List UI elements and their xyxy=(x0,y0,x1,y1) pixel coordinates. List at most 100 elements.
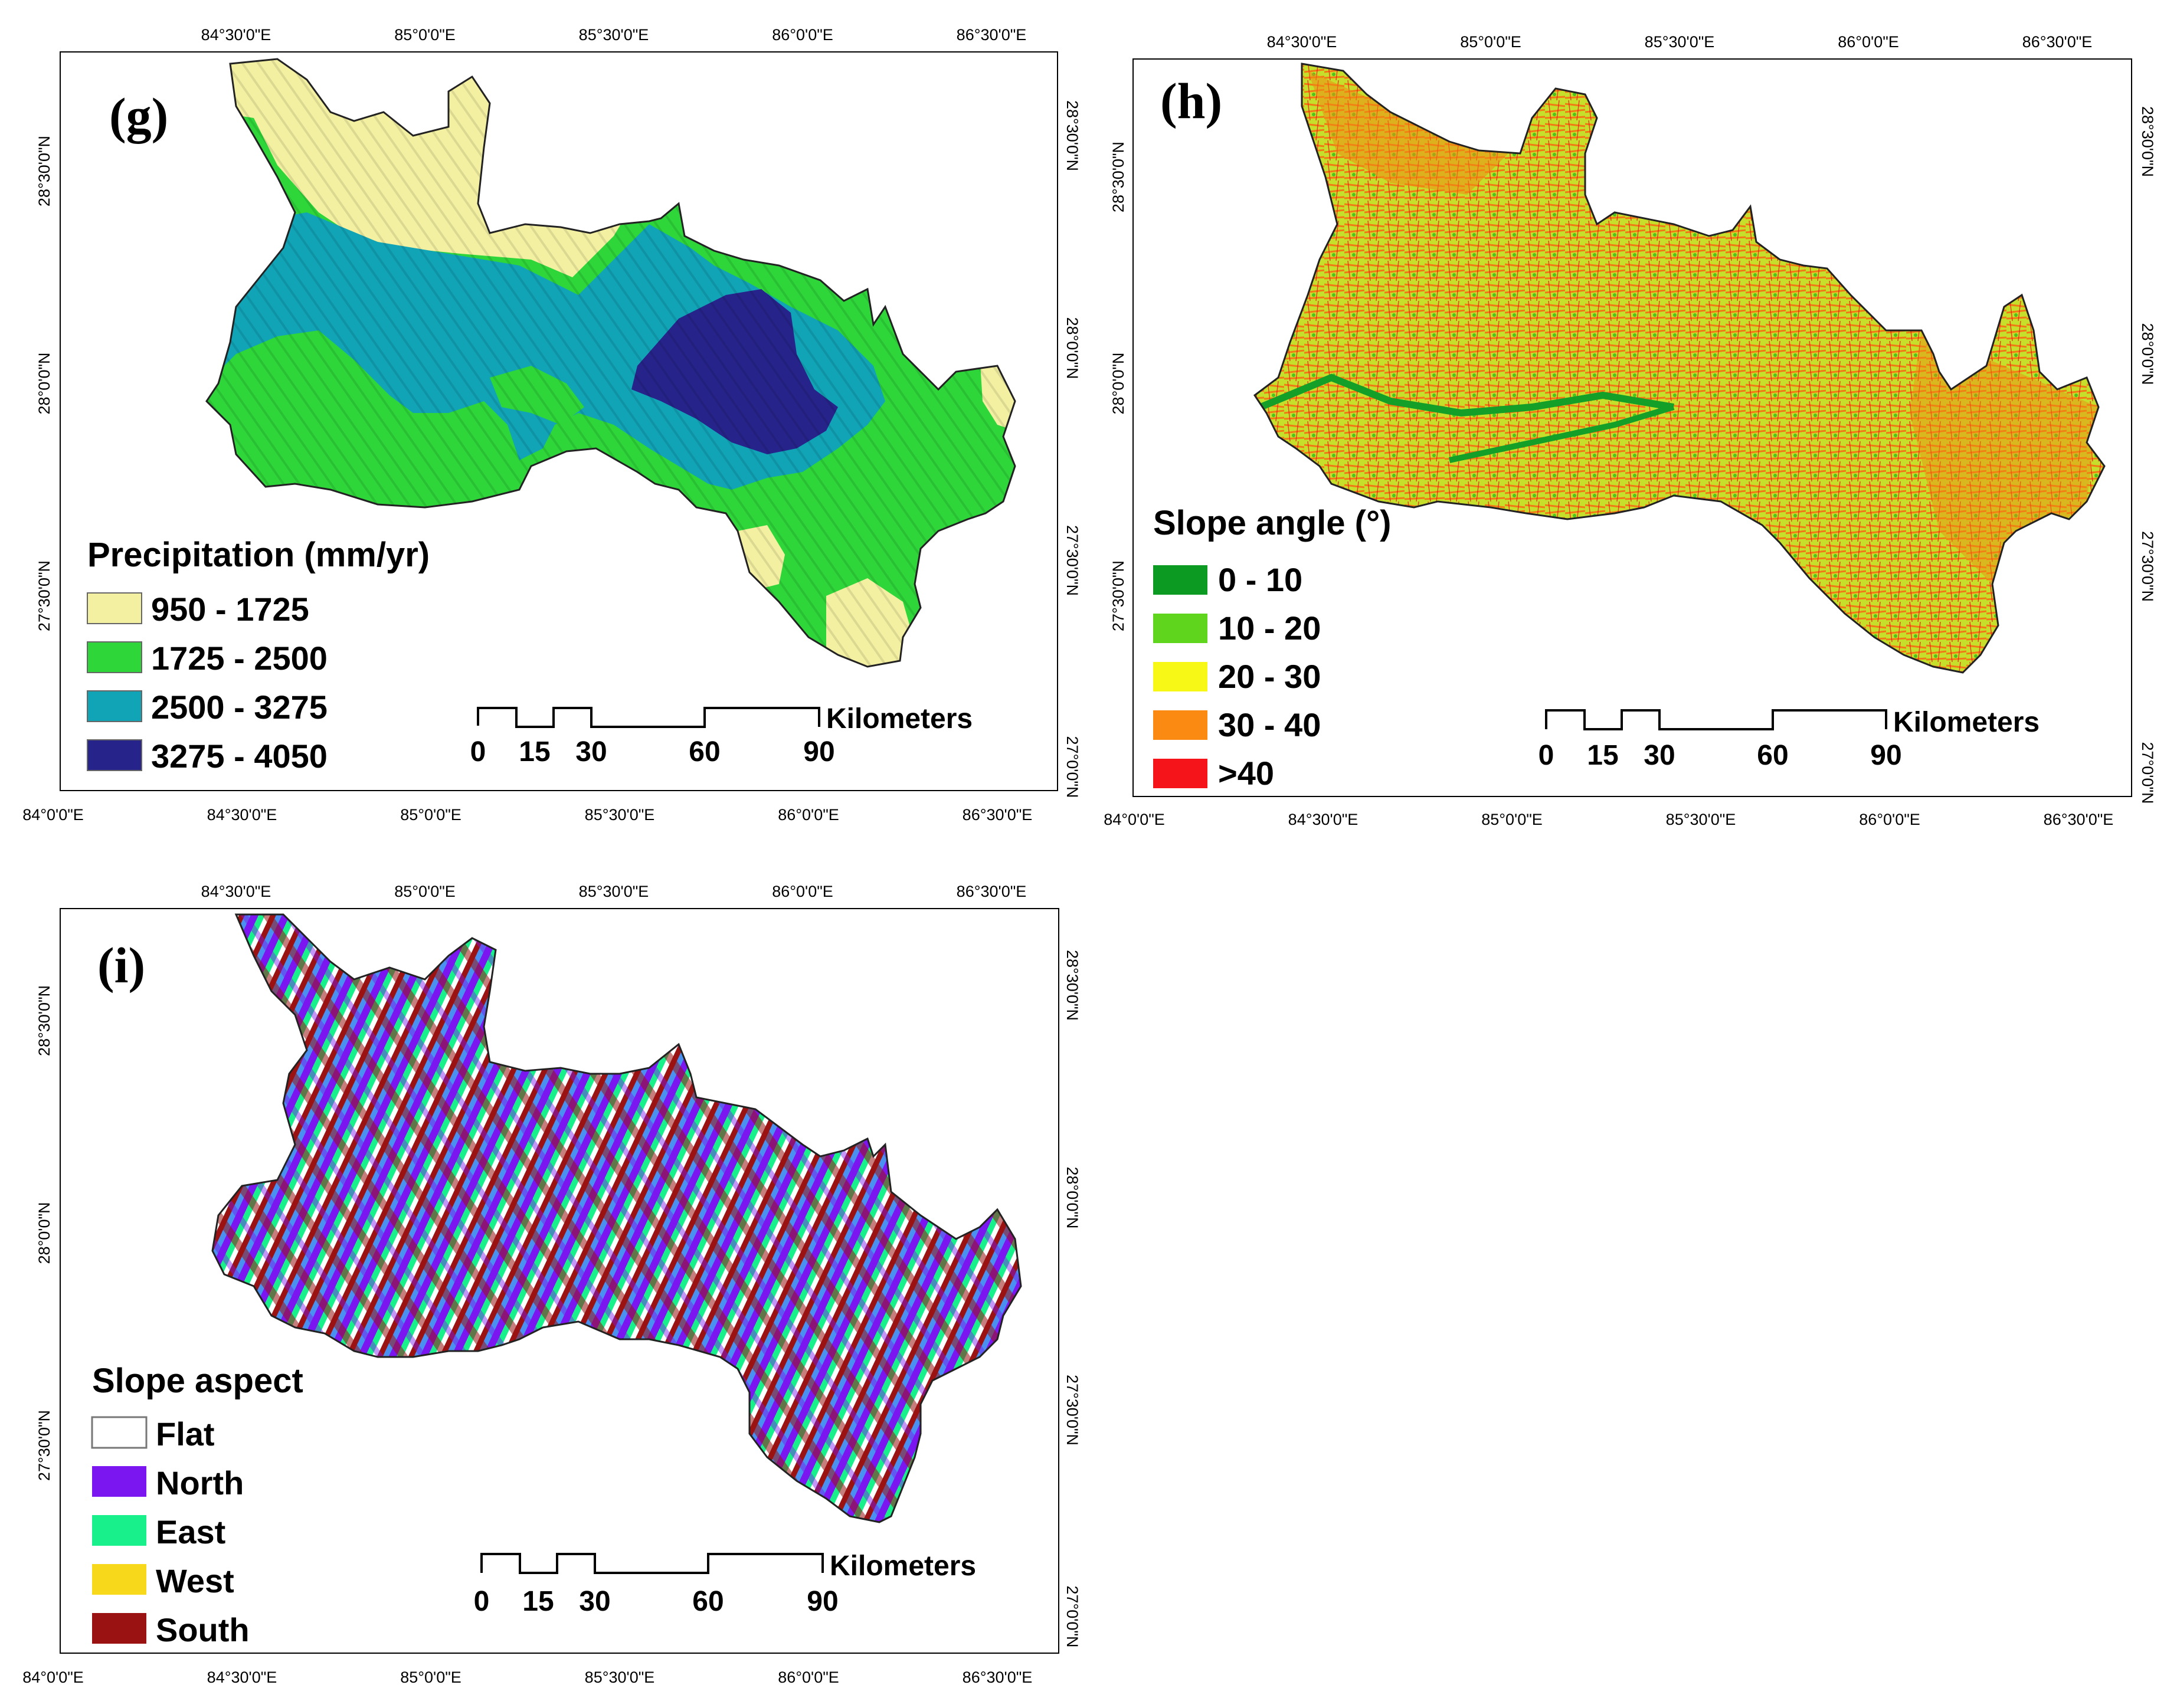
scale-label: 60 xyxy=(692,1586,724,1617)
panel-letter: (g) xyxy=(109,87,168,144)
tick-label: 27°30'0"N xyxy=(1063,1375,1081,1445)
tick-label: 86°30'0"E xyxy=(957,26,1027,44)
scale-unit: Kilometers xyxy=(830,1550,976,1582)
scale-bar: Kilometers 0 15 30 60 90 xyxy=(470,703,973,768)
slope-high-north xyxy=(1308,71,1508,195)
legend: Slope aspect Flat North East West South xyxy=(91,1362,303,1648)
tick-label: 28°30'0"N xyxy=(2139,106,2156,177)
tick-label: 27°0'0"N xyxy=(2139,742,2156,804)
tick-label: 28°30'0"N xyxy=(35,136,53,206)
legend-label: 30 - 40 xyxy=(1218,706,1321,743)
scale-bar: Kilometers 0 15 30 60 90 xyxy=(474,1550,976,1617)
tick-label: 85°30'0"E xyxy=(585,806,655,824)
scale-label: 15 xyxy=(522,1586,554,1617)
legend-swatch xyxy=(87,592,142,624)
tick-label: 86°30'0"E xyxy=(963,806,1033,824)
legend-swatch xyxy=(92,1564,146,1595)
legend-swatch xyxy=(1153,565,1207,595)
tick-label: 85°0'0"E xyxy=(1460,33,1521,51)
scale-unit: Kilometers xyxy=(826,703,973,735)
scale-unit: Kilometers xyxy=(1893,707,2040,738)
tick-label: 84°30'0"E xyxy=(1267,33,1337,51)
tick-label: 86°0'0"E xyxy=(778,1668,839,1686)
legend-label: 1725 - 2500 xyxy=(151,640,328,677)
tick-label: 85°0'0"E xyxy=(1481,811,1543,828)
panel-i-slope-aspect-map: 84°30'0"E 85°0'0"E 85°30'0"E 86°0'0"E 86… xyxy=(22,883,1081,1686)
scale-label: 60 xyxy=(1757,740,1788,771)
tick-label: 28°30'0"N xyxy=(1063,950,1081,1021)
legend-swatch xyxy=(1153,759,1207,788)
tick-label: 27°30'0"N xyxy=(35,1410,53,1481)
scale-label: 15 xyxy=(519,736,550,768)
tick-label: 28°0'0"N xyxy=(35,352,53,414)
tick-labels-bottom: 84°0'0"E 84°30'0"E 85°0'0"E 85°30'0"E 86… xyxy=(22,806,1032,824)
tick-label: 85°30'0"E xyxy=(1666,811,1736,828)
tick-label: 28°0'0"N xyxy=(1063,1166,1081,1228)
legend-label: 2500 - 3275 xyxy=(151,689,328,726)
tick-label: 85°30'0"E xyxy=(1645,33,1715,51)
tick-label: 85°0'0"E xyxy=(394,883,456,900)
tick-label: 28°30'0"N xyxy=(35,985,53,1056)
tick-label: 85°30'0"E xyxy=(579,26,649,44)
tick-labels-right: 28°30'0"N 28°0'0"N 27°30'0"N 27°0'0"N xyxy=(2139,106,2156,804)
tick-labels-bottom: 84°0'0"E 84°30'0"E 85°0'0"E 85°30'0"E 86… xyxy=(1104,811,2113,828)
panel-letter: (h) xyxy=(1160,73,1222,129)
tick-labels-top: 84°30'0"E 85°0'0"E 85°30'0"E 86°0'0"E 86… xyxy=(1267,33,2093,51)
legend: Precipitation (mm/yr) 950 - 1725 1725 - … xyxy=(87,536,430,775)
tick-label: 27°30'0"N xyxy=(2139,531,2156,602)
legend-swatch xyxy=(91,1416,148,1449)
tick-label: 84°30'0"E xyxy=(201,26,271,44)
legend-label: 10 - 20 xyxy=(1218,609,1321,647)
panel-letter: (i) xyxy=(97,937,145,994)
legend: Slope angle (°) 0 - 10 10 - 20 20 - 30 3… xyxy=(1153,504,1391,792)
tick-label: 86°30'0"E xyxy=(957,883,1027,900)
legend-label: 0 - 10 xyxy=(1218,561,1302,598)
valley-low-slope xyxy=(1259,373,1674,417)
scale-label: 60 xyxy=(689,736,720,768)
legend-swatch xyxy=(1153,710,1207,740)
tick-label: 86°30'0"E xyxy=(2044,811,2114,828)
tick-label: 27°0'0"N xyxy=(1063,1585,1081,1647)
tick-label: 86°0'0"E xyxy=(772,883,833,900)
tick-labels-top: 84°30'0"E 85°0'0"E 85°30'0"E 86°0'0"E 86… xyxy=(201,26,1027,44)
tick-labels-left: 28°30'0"N 28°0'0"N 27°30'0"N xyxy=(1109,142,1127,631)
tick-label: 86°30'0"E xyxy=(963,1668,1033,1686)
tick-labels-left: 28°30'0"N 28°0'0"N 27°30'0"N xyxy=(35,136,53,631)
legend-swatch xyxy=(87,690,142,722)
legend-title: Precipitation (mm/yr) xyxy=(87,536,430,574)
tick-label: 85°0'0"E xyxy=(394,26,456,44)
tick-label: 85°0'0"E xyxy=(400,806,461,824)
tick-label: 28°0'0"N xyxy=(1109,352,1127,414)
legend-label: >40 xyxy=(1218,755,1274,792)
tick-label: 86°0'0"E xyxy=(778,806,839,824)
scale-label: 0 xyxy=(1538,740,1554,771)
tick-labels-left: 28°30'0"N 28°0'0"N 27°30'0"N xyxy=(35,985,53,1481)
legend-swatch xyxy=(92,1613,146,1644)
legend-label: South xyxy=(156,1611,250,1648)
tick-label: 27°30'0"N xyxy=(1063,525,1081,596)
panel-g-precipitation-map: 84°30'0"E 85°0'0"E 85°30'0"E 86°0'0"E 86… xyxy=(22,26,1081,824)
tick-label: 86°0'0"E xyxy=(772,26,833,44)
legend-label: East xyxy=(156,1513,225,1550)
tick-label: 27°0'0"N xyxy=(1063,736,1081,798)
legend-label: West xyxy=(156,1562,234,1599)
tick-label: 84°30'0"E xyxy=(201,883,271,900)
legend-swatch xyxy=(1153,662,1207,691)
scale-label: 90 xyxy=(807,1586,838,1617)
tick-label: 28°30'0"N xyxy=(1109,142,1127,212)
tick-label: 84°30'0"E xyxy=(207,1668,277,1686)
tick-label: 84°0'0"E xyxy=(22,806,84,824)
legend-label: 3275 - 4050 xyxy=(151,737,328,775)
legend-swatch xyxy=(87,641,142,673)
scale-label: 15 xyxy=(1587,740,1618,771)
tick-label: 84°0'0"E xyxy=(22,1668,84,1686)
tick-label: 85°30'0"E xyxy=(585,1668,655,1686)
legend-label: North xyxy=(156,1464,244,1502)
scale-label: 90 xyxy=(1870,740,1901,771)
scale-label: 30 xyxy=(1644,740,1675,771)
scale-label: 90 xyxy=(803,736,834,768)
tick-label: 86°0'0"E xyxy=(1859,811,1920,828)
scale-label: 30 xyxy=(579,1586,610,1617)
legend-title: Slope angle (°) xyxy=(1153,504,1391,542)
legend-title: Slope aspect xyxy=(92,1362,303,1400)
